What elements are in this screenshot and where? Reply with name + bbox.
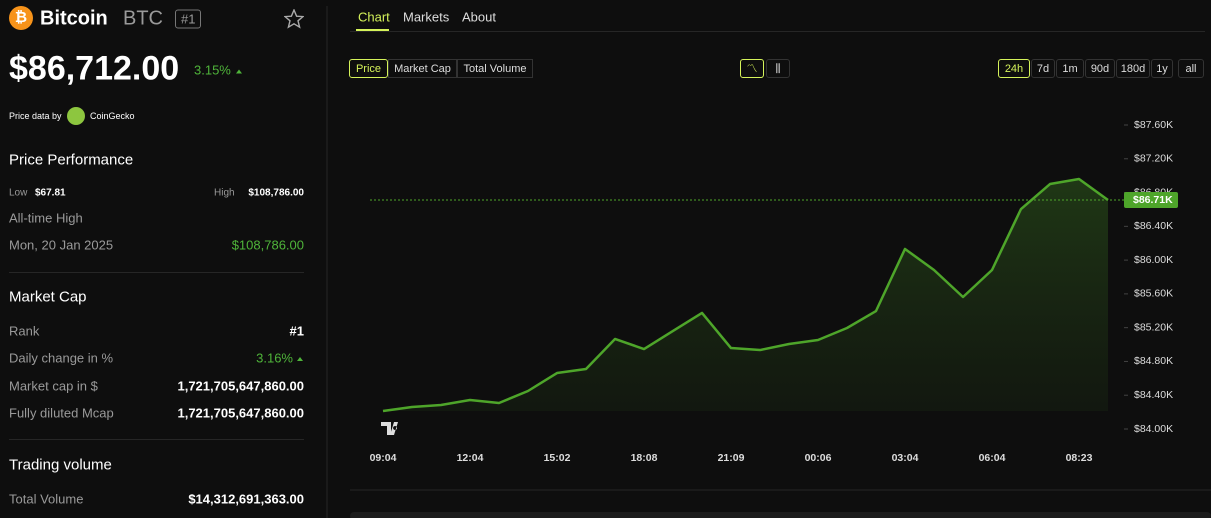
label: Daily change in % <box>9 350 114 366</box>
value: #1 <box>289 323 304 339</box>
x-tick-label: 18:08 <box>631 452 658 464</box>
metric-button[interactable]: Market Cap <box>388 59 457 78</box>
range-button[interactable]: 1m <box>1056 59 1084 78</box>
up-arrow <box>297 357 303 361</box>
value: 1,721,705,647,860.00 <box>177 378 304 394</box>
label: Total Volume <box>9 491 84 507</box>
source[interactable]: CoinGecko <box>90 111 135 121</box>
label: High <box>214 187 235 199</box>
range-button[interactable]: 1y <box>1151 59 1173 78</box>
metric-button[interactable]: Total Volume <box>457 59 533 78</box>
value: $108,786.00 <box>231 237 304 253</box>
label: Low <box>9 187 28 199</box>
section-title: Trading volume <box>9 456 112 474</box>
candle-chart-toggle[interactable]: ⫼ <box>766 59 790 78</box>
favorite-star[interactable] <box>284 9 304 29</box>
line-chart-toggle[interactable]: 〽 <box>740 59 764 78</box>
tab-underline <box>356 29 389 31</box>
range-button[interactable]: all <box>1178 59 1204 78</box>
source-prefix: Price data by <box>9 111 62 121</box>
x-tick-label: 06:04 <box>979 452 1006 464</box>
value: $67.81 <box>35 187 66 199</box>
section-title: Price Performance <box>9 151 134 169</box>
x-tick-label: 15:02 <box>544 452 571 464</box>
x-tick-label: 09:04 <box>370 452 397 464</box>
up-arrow <box>235 69 242 74</box>
price-change: 3.15% <box>194 63 242 78</box>
y-tick-label: $85.20K <box>1134 321 1173 333</box>
separator <box>9 439 304 440</box>
tab[interactable]: About <box>462 9 496 25</box>
x-tick-label: 03:04 <box>892 452 919 464</box>
label: Rank <box>9 323 40 339</box>
x-tick-label: 08:23 <box>1066 452 1093 464</box>
label: Market cap in $ <box>9 378 98 394</box>
x-tick-label: 12:04 <box>457 452 484 464</box>
value: 3.16% <box>256 350 293 366</box>
area <box>383 178 1108 412</box>
y-tick-label: $86.00K <box>1134 254 1173 266</box>
price-change-value: 3.15% <box>194 62 231 78</box>
label: Fully diluted Mcap <box>9 405 114 421</box>
y-tick-label: $84.80K <box>1134 355 1173 367</box>
price-line <box>382 177 1109 413</box>
coin-symbol: BTC <box>123 7 163 30</box>
range-button[interactable]: 7d <box>1031 59 1055 78</box>
panel <box>350 512 1211 518</box>
current-price-label: $86.71K <box>1133 194 1173 206</box>
x-tick-label: 21:09 <box>718 452 745 464</box>
tab[interactable]: Markets <box>403 9 450 25</box>
separator <box>350 31 1205 32</box>
tradingview-logo <box>381 422 398 435</box>
value: $108,786.00 <box>248 187 304 199</box>
y-tick-label: $87.20K <box>1134 153 1173 165</box>
range-button[interactable]: 180d <box>1116 59 1150 78</box>
metric-button[interactable]: Price <box>349 59 388 78</box>
y-tick-label: $87.60K <box>1134 119 1173 131</box>
value: 1,721,705,647,860.00 <box>177 405 304 421</box>
rank-badge: #1 <box>175 9 202 29</box>
coin-name: Bitcoin <box>40 7 108 30</box>
coin-icon: ₿ <box>9 6 33 30</box>
y-tick-label: $85.60K <box>1134 288 1173 300</box>
date: Mon, 20 Jan 2025 <box>9 237 114 253</box>
range-button[interactable]: 90d <box>1085 59 1115 78</box>
coingecko-logo <box>67 107 85 125</box>
y-tick-label: $84.40K <box>1134 389 1173 401</box>
tab[interactable]: Chart <box>358 9 390 25</box>
y-tick-label: $86.40K <box>1134 220 1173 232</box>
current-price-tag <box>1124 191 1178 208</box>
x-tick-label: 00:06 <box>805 452 832 464</box>
value: $14,312,691,363.00 <box>188 491 304 507</box>
section-title: Market Cap <box>9 288 87 306</box>
price: $86,712.00 <box>9 49 180 88</box>
separator <box>9 272 304 273</box>
y-tick-label: $84.00K <box>1134 423 1173 435</box>
label: All-time High <box>9 210 83 226</box>
range-button[interactable]: 24h <box>998 59 1030 78</box>
